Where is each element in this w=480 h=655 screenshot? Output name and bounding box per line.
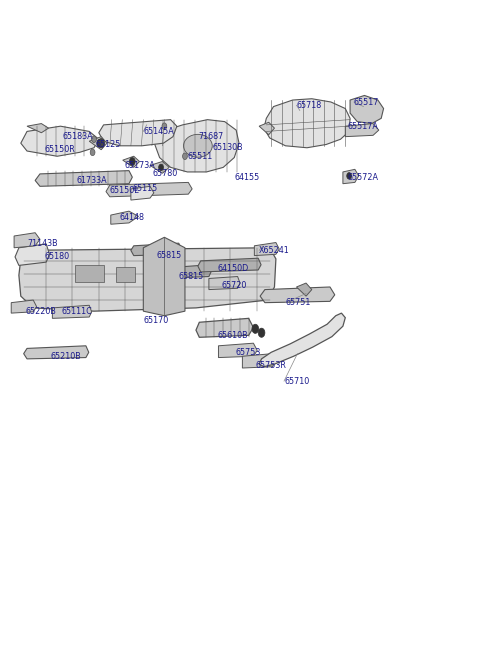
- Polygon shape: [27, 124, 48, 133]
- Text: 65815: 65815: [156, 251, 181, 260]
- Text: 65780: 65780: [153, 170, 178, 178]
- Polygon shape: [111, 211, 139, 224]
- Polygon shape: [218, 343, 257, 358]
- Text: 65111C: 65111C: [62, 307, 93, 316]
- Polygon shape: [254, 242, 279, 255]
- Text: 65517: 65517: [354, 98, 379, 107]
- Text: 65180: 65180: [45, 252, 70, 261]
- Polygon shape: [15, 244, 49, 265]
- Polygon shape: [350, 96, 384, 124]
- Text: 61733A: 61733A: [76, 176, 107, 185]
- Polygon shape: [171, 265, 211, 278]
- Polygon shape: [123, 157, 140, 168]
- Text: 65718: 65718: [297, 101, 322, 110]
- Polygon shape: [345, 124, 379, 137]
- Text: X65241: X65241: [259, 246, 290, 255]
- Polygon shape: [75, 265, 104, 282]
- Circle shape: [92, 136, 96, 143]
- Text: 65720: 65720: [222, 280, 247, 290]
- Polygon shape: [209, 276, 240, 290]
- Text: 65753R: 65753R: [255, 361, 286, 370]
- Circle shape: [162, 123, 167, 130]
- Text: 64150D: 64150D: [217, 264, 248, 273]
- Circle shape: [252, 324, 259, 333]
- Circle shape: [347, 173, 351, 179]
- Text: 65572A: 65572A: [348, 173, 379, 181]
- Text: 65753: 65753: [235, 348, 261, 357]
- Circle shape: [130, 158, 135, 166]
- Text: 65170: 65170: [144, 316, 168, 326]
- Polygon shape: [260, 287, 335, 303]
- Polygon shape: [259, 122, 275, 135]
- Polygon shape: [116, 267, 135, 282]
- Text: 65150L: 65150L: [110, 186, 140, 195]
- Circle shape: [258, 328, 265, 337]
- Polygon shape: [21, 126, 99, 157]
- Text: 65815: 65815: [179, 272, 204, 281]
- Polygon shape: [196, 318, 253, 337]
- Text: 65173A: 65173A: [124, 161, 155, 170]
- Polygon shape: [89, 137, 107, 150]
- Circle shape: [97, 140, 103, 147]
- Text: 65220B: 65220B: [25, 307, 57, 316]
- Circle shape: [90, 149, 95, 156]
- Polygon shape: [19, 248, 276, 311]
- Polygon shape: [131, 186, 154, 200]
- Text: 65183A: 65183A: [63, 132, 94, 141]
- Ellipse shape: [183, 134, 212, 157]
- Polygon shape: [343, 170, 359, 183]
- Text: 65751: 65751: [286, 298, 311, 307]
- Polygon shape: [11, 300, 36, 313]
- Text: 65517A: 65517A: [348, 122, 379, 131]
- Text: 65115: 65115: [132, 185, 157, 193]
- Polygon shape: [297, 283, 312, 296]
- Circle shape: [98, 139, 105, 148]
- Polygon shape: [198, 258, 261, 272]
- Circle shape: [182, 153, 187, 160]
- Polygon shape: [264, 99, 350, 148]
- Text: 65610B: 65610B: [217, 331, 248, 340]
- Polygon shape: [24, 346, 89, 359]
- Polygon shape: [150, 162, 169, 174]
- Polygon shape: [106, 182, 192, 196]
- Polygon shape: [131, 243, 181, 255]
- Polygon shape: [259, 313, 345, 367]
- Polygon shape: [155, 120, 239, 172]
- Polygon shape: [14, 233, 40, 248]
- Circle shape: [158, 164, 163, 171]
- Text: 71143B: 71143B: [27, 239, 58, 248]
- Text: 71687: 71687: [198, 132, 223, 141]
- Text: 65145A: 65145A: [144, 127, 174, 136]
- Text: 64148: 64148: [120, 213, 144, 222]
- Polygon shape: [99, 120, 177, 146]
- Text: 65511: 65511: [187, 152, 213, 160]
- Text: 65210B: 65210B: [51, 352, 82, 362]
- Text: 64155: 64155: [234, 173, 260, 181]
- Text: 65150R: 65150R: [45, 145, 75, 153]
- Text: 65710: 65710: [284, 377, 309, 386]
- Text: 65130B: 65130B: [212, 143, 243, 152]
- Text: 65125: 65125: [96, 140, 121, 149]
- Polygon shape: [35, 171, 132, 186]
- Polygon shape: [242, 354, 276, 368]
- Polygon shape: [144, 237, 185, 316]
- Polygon shape: [52, 305, 92, 318]
